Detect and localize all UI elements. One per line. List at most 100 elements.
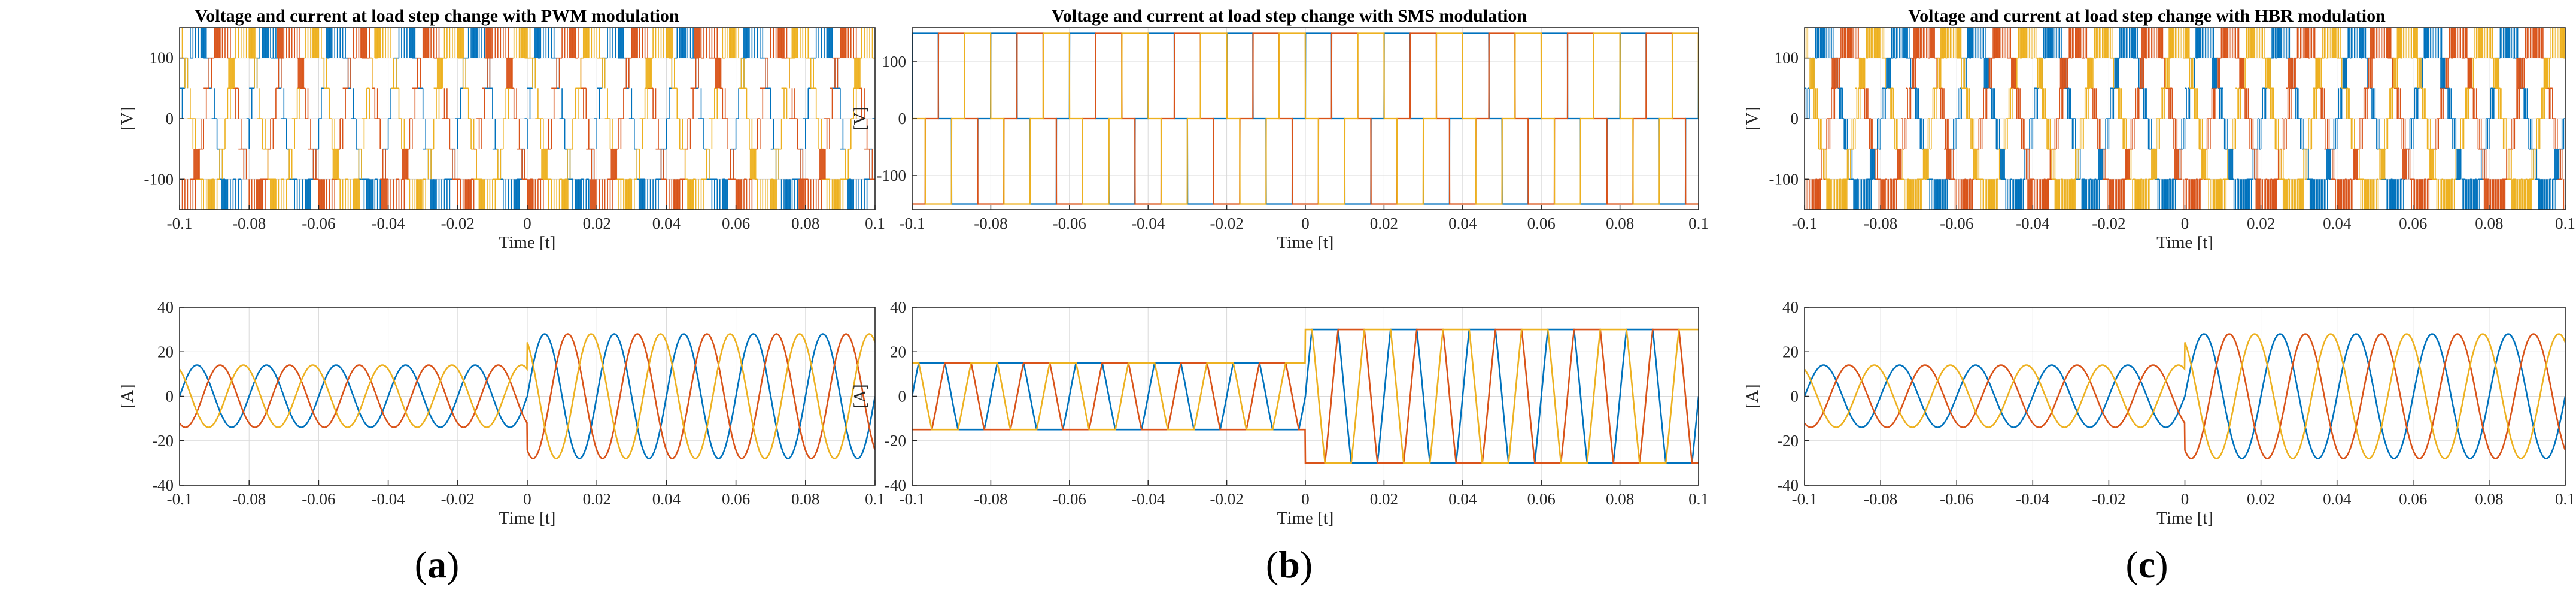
panel-c-current-ytick-label: -40: [1777, 476, 1799, 494]
panel-a-current-traces: [180, 333, 875, 459]
panel-c-voltage-block: [2158, 28, 2163, 58]
panel-a-voltage-block: [590, 179, 597, 210]
panel-c-voltage-block: [1831, 58, 1837, 89]
panel-c-voltage-block: [1826, 179, 1831, 210]
panel-c-voltage-block: [1886, 58, 1891, 89]
panel-c-current-series-2: [1805, 333, 2565, 459]
panel-a-voltage-block: [332, 149, 339, 180]
panel-c-voltage-traces: [1805, 28, 2565, 210]
panel-c-voltage-block: [1962, 179, 1967, 210]
panel-b-voltage-xtick-label: 0.1: [1688, 214, 1709, 232]
panel-c-voltage-xtick-label: 0.06: [2399, 214, 2427, 232]
panel-c-voltage-block: [2043, 179, 2049, 210]
panel-c-current-xtick-label: 0.02: [2247, 490, 2275, 508]
panel-a-voltage-block: [576, 179, 582, 210]
panel-c-voltage-block: [2163, 179, 2168, 210]
panel-c-voltage-xtick-label: 0.02: [2247, 214, 2275, 232]
panel-c-voltage-block: [1934, 179, 1940, 210]
panel-c-current-xlabel: Time [t]: [2156, 509, 2213, 528]
panel-b-voltage-xtick-label: -0.02: [1210, 214, 1243, 232]
panel-b-current-xtick-label: 0.08: [1606, 490, 1634, 508]
panel-c-voltage-block: [2418, 179, 2423, 210]
panel-b-voltage-xlabel: Time [t]: [1277, 233, 1334, 252]
panel-c-voltage-block: [2505, 28, 2511, 58]
panel-a-current-series-0: [180, 333, 875, 459]
panel-c-voltage-block: [2022, 28, 2027, 58]
panel-a-voltage-block: [562, 179, 569, 210]
panel-c-voltage-block: [2478, 28, 2483, 58]
panel-c-voltage-block: [2114, 58, 2119, 89]
panel-c-voltage-block: [2331, 28, 2337, 58]
panel-b-current-series-2: [912, 328, 1699, 464]
panel-a-voltage-block: [666, 28, 673, 58]
panel-a-voltage-block: [367, 179, 374, 210]
panel-c-voltage-block: [1994, 28, 2000, 58]
panel-a-voltage-block: [423, 28, 430, 58]
panel-c-voltage-block: [1957, 28, 1962, 58]
panel-b-voltage-xtick-label: 0.06: [1527, 214, 1556, 232]
panel-c-current-series-1: [1805, 333, 2565, 459]
panel-c-voltage-xtick-label: -0.06: [1940, 214, 1973, 232]
panel-c-voltage-block: [1983, 58, 1989, 89]
panel-c-current-xtick-label: -0.1: [1792, 490, 1818, 508]
panel-c-voltage-block: [1946, 149, 1951, 180]
panel-a-voltage-block: [569, 28, 576, 58]
panel-c-voltage-block: [2472, 179, 2478, 210]
panel-a-current-xtick-label: -0.06: [302, 490, 335, 508]
panel-c-current-ytick-label: 0: [1791, 388, 1799, 406]
panel-a-voltage-block: [854, 58, 861, 89]
panel-a-voltage-block: [214, 28, 221, 58]
panel-a-voltage-block: [409, 28, 416, 58]
panel-b-current-xtick-label: 0: [1301, 490, 1310, 508]
panel-b-current-xtick-label: 0.02: [1370, 490, 1398, 508]
panel-c-voltage-block: [2098, 149, 2103, 180]
panel-c-voltage-block: [2185, 28, 2190, 58]
panel-c-voltage-block: [1902, 28, 1907, 58]
panel-c-voltage-block: [2304, 28, 2310, 58]
panel-c-voltage-block: [2288, 58, 2294, 89]
panel-c-current-xtick-label: -0.04: [2016, 490, 2050, 508]
panel-c-voltage-block: [2010, 58, 2016, 89]
panel-c-voltage-block: [2380, 149, 2386, 180]
panel-b-voltage-xtick-label: 0.08: [1606, 214, 1634, 232]
panel-b-voltage-ytick-label: 0: [898, 110, 907, 128]
panel-c-voltage-block: [2359, 28, 2364, 58]
panel-c-voltage-block: [1815, 179, 1821, 210]
panel-a-voltage-block: [353, 179, 360, 210]
panel-c-voltage-block: [2299, 179, 2304, 210]
panel-a-voltage-block: [436, 58, 443, 89]
panel-a-current-xtick-label: -0.1: [167, 490, 193, 508]
panel-c-voltage-block: [1907, 179, 1913, 210]
panel-c-voltage-ytick-label: 100: [1775, 49, 1799, 67]
panel-a-voltage-block: [770, 179, 777, 210]
panel-a-voltage-ytick-label: 100: [150, 49, 174, 67]
panel-c-voltage-block: [2255, 179, 2261, 210]
panel-c-voltage-block: [1989, 179, 1994, 210]
panel-a-current-ytick-label: -20: [152, 432, 174, 450]
panel-a-voltage-block: [833, 179, 840, 210]
panel-a-voltage-xtick-label: 0: [523, 214, 531, 232]
panel-c-voltage-block: [2059, 58, 2065, 89]
panel-a-voltage-block: [631, 28, 638, 58]
panel-a-voltage-xtick-label: -0.04: [371, 214, 405, 232]
panel-c-voltage-block: [2396, 28, 2402, 58]
panel-c-current-ytick-label: -20: [1777, 432, 1799, 450]
panel-a-voltage-block: [728, 28, 736, 58]
panel-c-voltage-block: [1848, 28, 1853, 58]
panel-c-voltage-block: [2413, 28, 2418, 58]
panel-c-voltage-block: [2310, 179, 2315, 210]
panel-c-voltage-block: [2271, 179, 2277, 210]
panel-a-voltage-block: [485, 28, 492, 58]
panel-a-voltage-block: [506, 58, 513, 89]
panel-c-voltage-ylabel: [V]: [1743, 107, 1762, 131]
panel-b-current-plot: -0.1 -0.08 -0.06 -0.04 -0.02 0 0.02 0.04 0.06 0.0…: [850, 298, 1709, 528]
panel-a-voltage-block: [228, 58, 235, 89]
panel-c-voltage-block: [2516, 58, 2522, 89]
panel-a-current-xtick-label: 0.08: [791, 490, 819, 508]
panel-b-voltage-ytick-label: -100: [877, 167, 907, 184]
panel-c-voltage-block: [2228, 149, 2234, 180]
panel-c-voltage-block: [2277, 28, 2282, 58]
panel-c-voltage-xtick-label: -0.02: [2092, 214, 2125, 232]
panel-a-caption: (a): [415, 543, 460, 586]
